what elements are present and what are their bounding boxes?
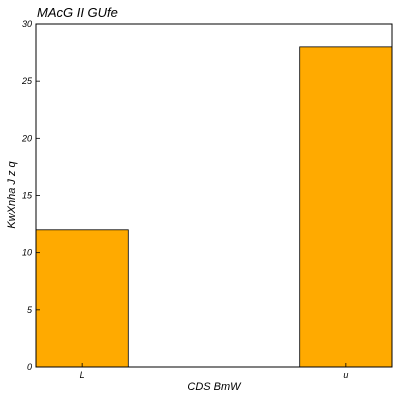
y-axis-label: KwXnha J z q [6,160,18,228]
chart-title: MAcG II GUfe [37,5,118,20]
x-axis-label: CDS BmW [187,381,242,393]
y-tick-label: 25 [21,76,33,86]
bar-u [299,46,393,368]
y-tick-label: 0 [27,362,32,372]
y-axis-ticks: 0 5 10 15 20 25 30 [21,19,40,372]
y-tick-label: 10 [22,248,32,258]
x-tick-label: u [343,370,348,380]
y-tick-label: 30 [22,19,32,29]
y-tick-label: 15 [22,191,33,201]
bars-group [35,46,393,368]
y-tick-label: 5 [27,305,33,315]
x-tick-label: L [80,370,85,380]
y-tick-label: 20 [21,133,32,143]
bar-L [35,229,129,368]
